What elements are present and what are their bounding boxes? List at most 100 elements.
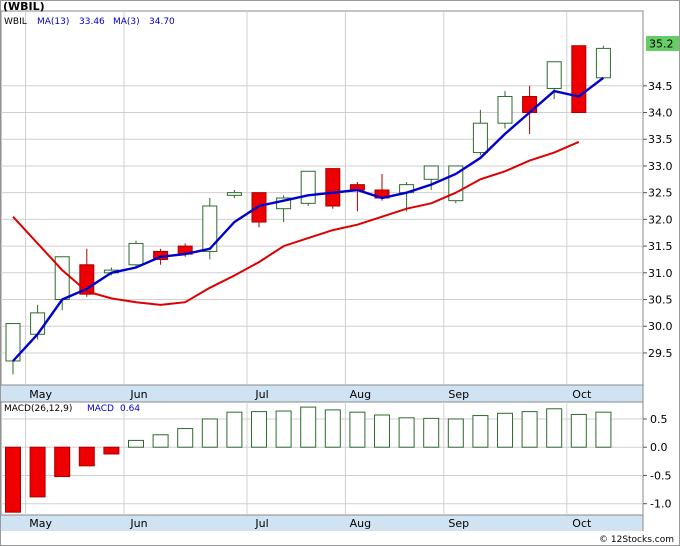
legend-ma3-value: 34.70 [149, 17, 175, 27]
macd-y-tick-label: 0.0 [650, 441, 668, 454]
macd-bar [595, 411, 612, 448]
macd-bar [29, 446, 46, 498]
macd-bar [497, 412, 513, 448]
macd-month-label: May [29, 517, 52, 530]
macd-bar [324, 409, 341, 448]
price-month-label: May [29, 388, 52, 401]
macd-bar [78, 446, 95, 467]
price-y-tick-label: 32.5 [648, 187, 673, 200]
candle [226, 189, 242, 198]
candle [202, 198, 218, 260]
macd-bar [521, 411, 538, 448]
macd-month-label: Sep [448, 517, 469, 530]
candle-body [128, 242, 144, 266]
candle-body [472, 122, 488, 154]
price-y-tick-label: 33.5 [648, 133, 673, 146]
macd-bar [447, 418, 464, 448]
candle [128, 240, 144, 268]
macd-bar [103, 446, 120, 455]
candle [546, 61, 562, 100]
macd-bar [570, 413, 587, 448]
macd-legend-label: MACD(26,12,9) [4, 404, 72, 414]
macd-bar [201, 418, 218, 448]
price-month-label: Aug [350, 388, 371, 401]
candle [5, 323, 21, 375]
legend-ma13-value: 33.46 [79, 17, 105, 27]
macd-bar [5, 446, 21, 513]
macd-bar [128, 439, 144, 448]
macd-bar [349, 411, 366, 448]
macd-bar [472, 415, 489, 448]
macd-bar [423, 417, 440, 448]
chart-title: (WBIL) [3, 0, 45, 13]
candle-body [54, 256, 70, 301]
last-price-label: 35.2 [649, 38, 674, 51]
macd-x-axis-band [1, 515, 643, 531]
macd-y-tick-label: -0.5 [650, 469, 671, 482]
candle [472, 109, 488, 156]
macd-legend-value: 0.64 [120, 404, 140, 414]
candle [423, 165, 439, 190]
macd-legend: MACD(26,12,9) MACD 0.64 [4, 404, 140, 414]
candle-body [497, 95, 513, 124]
legend-ma13-label: MA(13) [37, 17, 69, 27]
macd-x-labels: May Jun Jul Aug Sep Oct [29, 517, 592, 530]
macd-legend-name: MACD [87, 404, 114, 414]
price-month-label: Jul [254, 388, 268, 401]
macd-bar [300, 406, 317, 448]
price-legend: WBIL MA(13) 33.46 MA(3) 34.70 [4, 17, 175, 27]
candle-body [571, 45, 587, 114]
price-y-tick-label: 34.0 [648, 107, 673, 120]
macd-bar [546, 408, 563, 448]
candle-body [202, 205, 218, 252]
macd-month-label: Aug [350, 517, 371, 530]
price-y-ticks: 29.5 30.0 30.5 31.0 31.5 32.0 32.5 33.0 33.5 34.0… [643, 80, 673, 360]
macd-bar [226, 411, 243, 448]
macd-y-ticks: 0.5 0.0 -0.5 -1.0 [643, 413, 671, 511]
candle [325, 168, 341, 209]
candle-body [300, 170, 316, 204]
price-y-tick-label: 29.5 [648, 347, 673, 360]
last-price-tag [646, 36, 679, 51]
candle [571, 45, 587, 114]
legend-symbol: WBIL [4, 17, 27, 27]
copyright: © 12Stocks.com [599, 535, 674, 545]
price-x-labels: May Jun Jul Aug Sep Oct [29, 388, 592, 401]
candle-body [423, 165, 439, 180]
macd-month-label: Jul [254, 517, 268, 530]
price-y-tick-label: 31.5 [648, 240, 673, 253]
macd-bar [374, 414, 390, 448]
macd-bars [5, 406, 612, 513]
macd-bar [398, 417, 415, 448]
candle-body [546, 61, 562, 89]
candle [300, 170, 316, 207]
legend-ma3-label: MA(3) [113, 17, 140, 27]
price-y-tick-label: 33.0 [648, 160, 673, 173]
price-y-tick-label: 32.0 [648, 213, 673, 226]
price-month-label: Oct [572, 388, 592, 401]
macd-bar [275, 410, 292, 448]
macd-y-tick-label: -1.0 [650, 498, 671, 511]
macd-month-label: Oct [572, 517, 592, 530]
macd-y-tick-label: 0.5 [650, 413, 668, 426]
price-month-label: Jun [129, 388, 147, 401]
price-y-tick-label: 31.0 [648, 267, 673, 280]
ma13-line [12, 76, 605, 362]
candle [497, 91, 513, 129]
price-month-label: Sep [448, 388, 469, 401]
candle-body [595, 47, 611, 79]
macd-bar [177, 428, 194, 448]
candle-body [522, 95, 538, 114]
macd-bar [54, 446, 71, 478]
price-y-tick-label: 30.0 [648, 320, 673, 333]
candle [595, 45, 611, 79]
candle-body [30, 312, 46, 335]
candle-body [325, 168, 341, 207]
price-x-axis-band [1, 385, 643, 402]
macd-bar [152, 434, 169, 448]
candle-body [226, 192, 242, 196]
macd-bar [251, 411, 267, 448]
ma3-line [12, 140, 580, 306]
